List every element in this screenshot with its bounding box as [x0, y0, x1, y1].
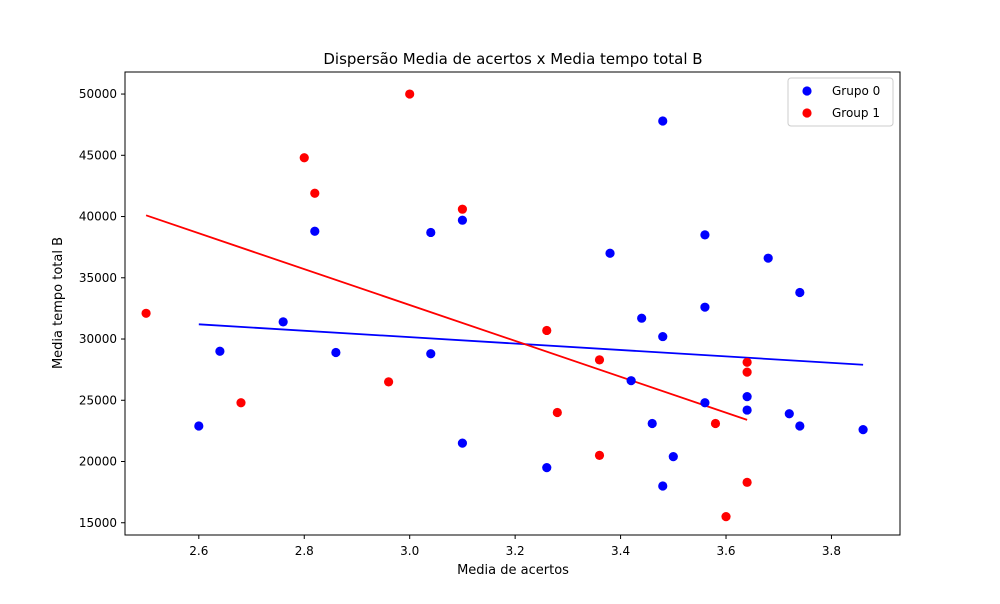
legend-marker [802, 108, 812, 118]
data-point-series-1 [542, 325, 552, 336]
data-point-series-0 [700, 398, 710, 408]
data-point-series-0 [626, 376, 636, 386]
x-tick-label: 3.4 [611, 544, 630, 558]
trendline-series-1 [145, 214, 748, 421]
y-tick-label: 20000 [79, 455, 117, 469]
y-tick-label: 40000 [79, 210, 117, 224]
plot-area [141, 89, 868, 522]
data-point-series-0 [331, 347, 341, 358]
data-point-series-0 [742, 391, 752, 402]
data-point-series-1 [299, 153, 309, 163]
data-point-series-0 [700, 302, 710, 312]
y-tick-label: 25000 [79, 393, 117, 407]
data-point-series-1 [310, 188, 320, 198]
data-point-series-0 [542, 463, 552, 473]
legend-marker [802, 86, 812, 96]
data-point-series-0 [426, 227, 436, 238]
x-tick-label: 2.6 [189, 544, 208, 558]
data-point-series-1 [552, 407, 562, 418]
data-point-series-0 [637, 313, 647, 323]
data-point-series-1 [236, 398, 246, 408]
data-point-series-1 [594, 355, 605, 365]
data-point-series-1 [405, 89, 415, 99]
data-point-series-0 [426, 349, 436, 359]
y-axis: 15000 20000 25000 30000 35000 40000 45000 50000 [79, 87, 125, 530]
data-point-series-0 [763, 253, 773, 263]
chart-title: Dispersão Media de acertos x Media tempo… [323, 50, 702, 68]
data-point-series-0 [858, 425, 868, 435]
data-point-series-1 [384, 377, 394, 387]
x-axis-label: Media de acertos [457, 563, 569, 578]
data-point-series-0 [310, 226, 320, 236]
data-point-series-0 [278, 317, 288, 327]
data-point-series-0 [457, 215, 468, 225]
y-tick-label: 45000 [79, 148, 117, 162]
data-point-series-0 [647, 418, 657, 429]
x-axis: 2.6 2.8 3.0 3.2 3.4 3.6 3.8 [189, 535, 841, 558]
data-point-series-0 [742, 405, 752, 415]
data-point-series-0 [700, 230, 710, 240]
data-point-series-0 [784, 409, 794, 419]
data-point-series-1 [742, 477, 752, 487]
data-point-series-0 [795, 287, 805, 298]
y-tick-label: 50000 [79, 87, 117, 101]
legend-label: Grupo 0 [832, 84, 880, 98]
x-tick-label: 2.8 [295, 544, 314, 558]
data-point-series-0 [658, 116, 668, 126]
y-axis-label: Media tempo total B [51, 237, 66, 369]
data-point-series-1 [594, 450, 605, 460]
data-point-series-0 [605, 248, 615, 258]
legend: Grupo 0 Group 1 [787, 77, 894, 127]
data-point-series-1 [742, 367, 752, 377]
legend-label: Group 1 [832, 106, 880, 120]
y-tick-label: 30000 [79, 332, 117, 346]
x-tick-label: 3.0 [400, 544, 419, 558]
data-point-series-0 [215, 346, 225, 356]
x-tick-label: 3.6 [716, 544, 735, 558]
x-tick-label: 3.2 [506, 544, 525, 558]
data-point-series-1 [721, 512, 731, 522]
data-point-series-0 [194, 421, 204, 431]
data-point-series-0 [668, 452, 678, 462]
data-point-series-1 [457, 204, 468, 214]
data-point-series-1 [710, 418, 721, 429]
data-point-series-0 [658, 331, 668, 342]
x-tick-label: 3.8 [822, 544, 841, 558]
y-tick-label: 15000 [79, 516, 117, 530]
trendline-series-0 [198, 323, 864, 366]
data-point-series-1 [742, 357, 752, 367]
data-point-series-0 [795, 421, 805, 431]
data-point-series-1 [141, 308, 151, 318]
axes-frame [124, 71, 901, 536]
legend-box [787, 77, 894, 127]
data-point-series-0 [658, 481, 668, 491]
data-point-series-0 [457, 438, 468, 448]
y-tick-label: 35000 [79, 271, 117, 285]
